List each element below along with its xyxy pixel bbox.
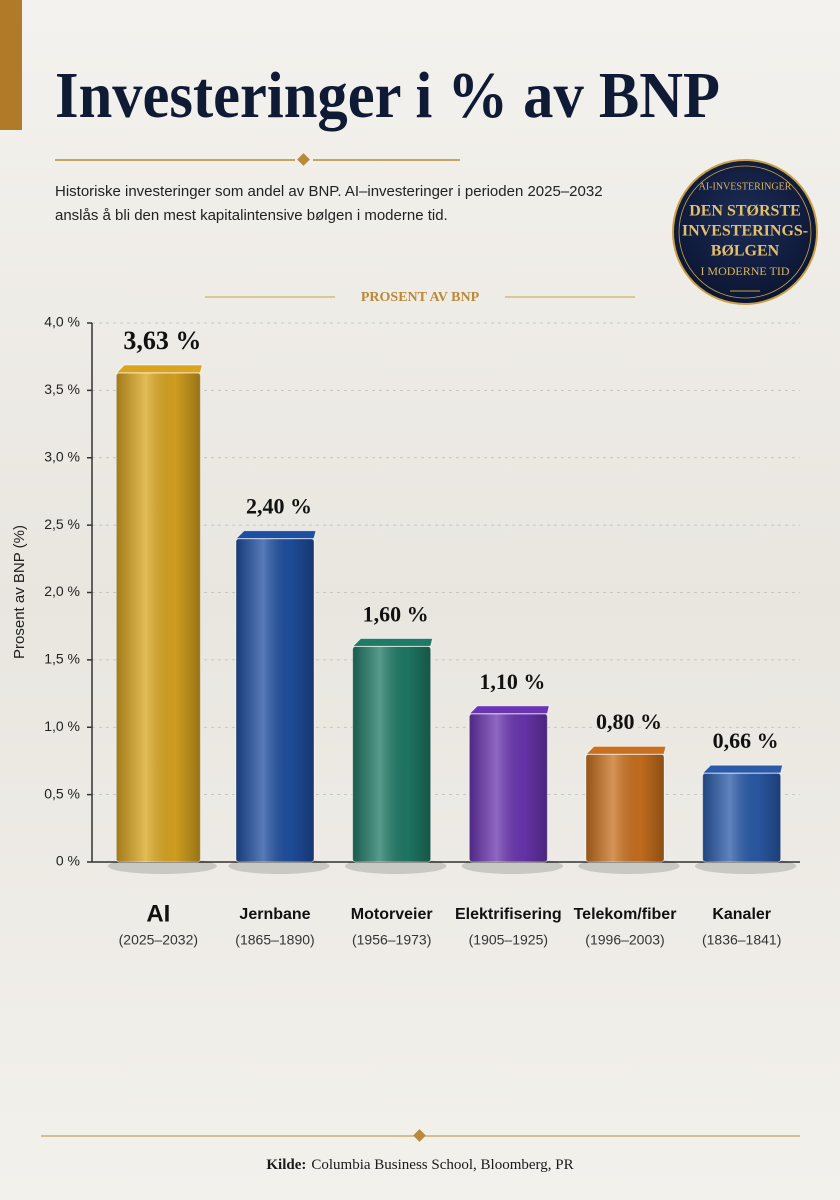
period-label: (1956–1973) <box>352 932 431 948</box>
x-tick-label: Elektrifisering <box>455 906 562 923</box>
x-tick-label: Kanaler <box>712 906 771 923</box>
accent-bar <box>0 0 22 130</box>
bar-top <box>701 764 784 774</box>
badge-text: INVESTERINGS- <box>682 223 808 240</box>
period-label: (1996–2003) <box>585 932 664 948</box>
y-tick-label: 4,0 % <box>44 314 80 330</box>
bar-shine <box>236 538 314 862</box>
x-tick-label: AI <box>146 900 170 927</box>
bar-shine <box>116 372 201 862</box>
value-label: 2,40 % <box>246 494 312 519</box>
y-tick-label: 2,0 % <box>44 583 80 599</box>
badge <box>672 159 818 305</box>
y-tick-label: 0,5 % <box>44 785 80 801</box>
bar-shine <box>702 773 781 862</box>
period-label: (2025–2032) <box>119 932 198 948</box>
y-tick-label: 0 % <box>56 853 80 869</box>
badge-text: AI-INVESTERINGER <box>699 181 792 192</box>
x-tick-label: Motorveier <box>351 906 433 923</box>
period-label: (1836–1841) <box>702 932 781 948</box>
value-label: 0,66 % <box>713 728 779 753</box>
subtitle: Historiske investeringer som andel av BN… <box>55 183 603 200</box>
bar-top <box>351 637 434 647</box>
y-tick-label: 1,5 % <box>44 651 80 667</box>
bar-shine <box>469 713 548 862</box>
source: Kilde: Columbia Business School, Bloomber… <box>266 1157 573 1173</box>
bar-shine <box>586 754 664 862</box>
bar-top <box>115 364 203 374</box>
period-label: (1865–1890) <box>235 932 314 948</box>
source-label: Kilde: <box>266 1157 306 1173</box>
badge-text: BØLGEN <box>711 243 780 260</box>
chart-heading: PROSENT AV BNP <box>361 290 480 305</box>
x-tick-label: Jernbane <box>239 906 310 923</box>
bar-top <box>584 745 667 755</box>
y-tick-label: 1,0 % <box>44 718 80 734</box>
subtitle: anslås å bli den mest kapitalintensive b… <box>55 207 448 224</box>
bar-top <box>468 705 550 715</box>
value-label: 3,63 % <box>123 326 201 355</box>
y-tick-label: 3,0 % <box>44 448 80 464</box>
value-label: 1,60 % <box>363 601 429 626</box>
y-tick-label: 2,5 % <box>44 516 80 532</box>
value-label: 1,10 % <box>479 669 545 694</box>
y-axis-label: Prosent av BNP (%) <box>11 525 28 659</box>
badge-text: I MODERNE TID <box>700 264 789 278</box>
x-tick-label: Telekom/fiber <box>574 906 677 923</box>
bar-shine <box>352 646 431 862</box>
bar-top <box>234 530 317 540</box>
period-label: (1905–1925) <box>469 932 548 948</box>
y-tick-label: 3,5 % <box>44 381 80 397</box>
badge-ring <box>678 165 812 299</box>
value-label: 0,80 % <box>596 709 662 734</box>
source-text: Columbia Business School, Bloomberg, PR <box>311 1157 573 1173</box>
title: Investeringer i % av BNP <box>55 59 720 132</box>
badge-text: DEN STØRSTE <box>689 203 801 220</box>
divider-diamond <box>297 153 310 166</box>
